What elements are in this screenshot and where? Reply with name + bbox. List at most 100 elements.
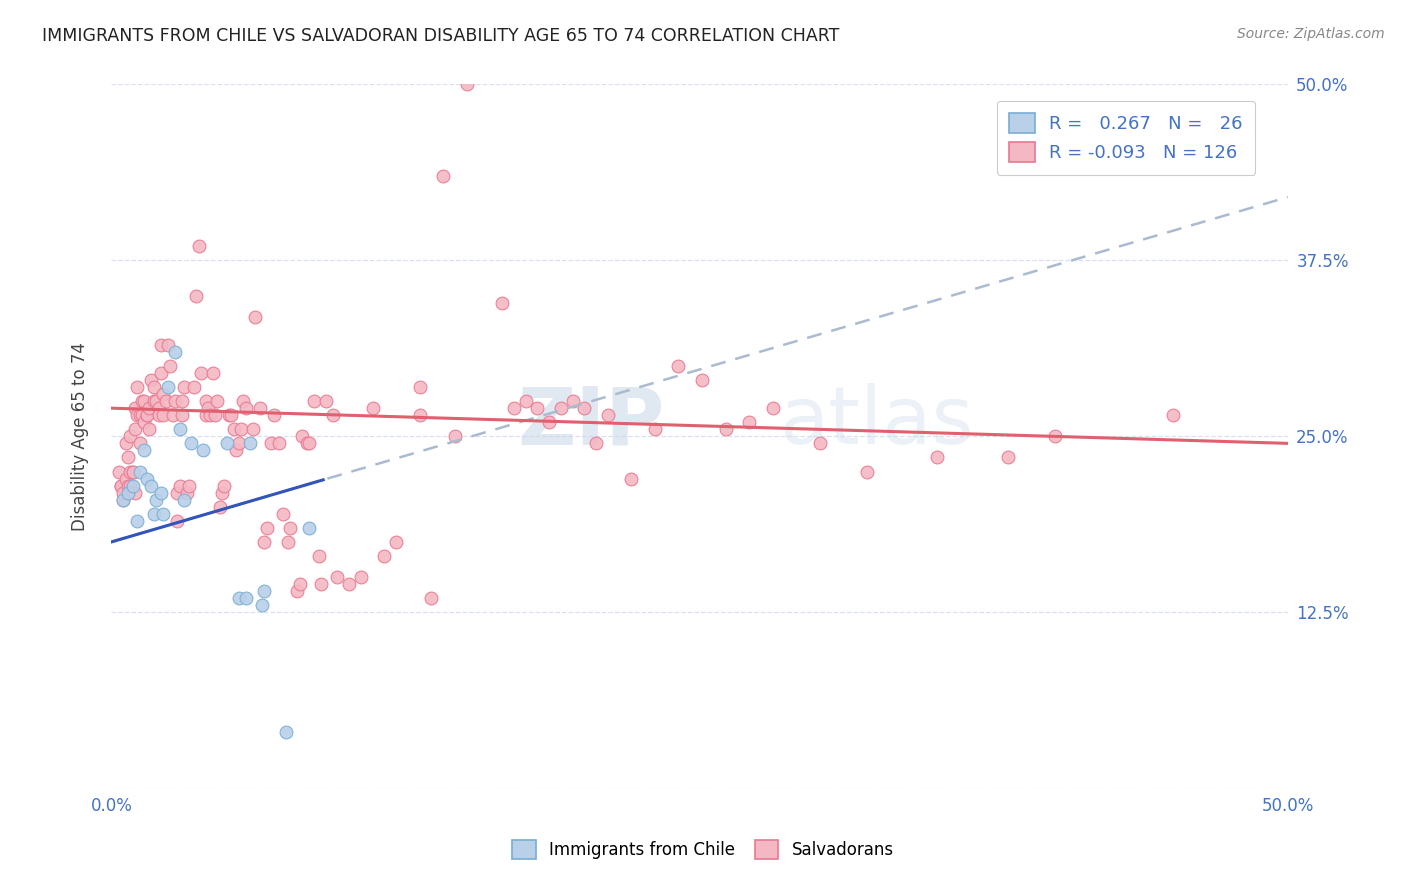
Point <box>145 394 167 409</box>
Point <box>117 478 139 492</box>
Point <box>997 450 1019 465</box>
Point <box>302 394 325 409</box>
Point <box>207 394 229 409</box>
Point <box>148 401 170 416</box>
Point <box>152 387 174 401</box>
Point <box>456 78 478 92</box>
Point <box>361 401 384 416</box>
Point <box>288 577 311 591</box>
Point <box>112 492 135 507</box>
Point <box>128 436 150 450</box>
Point <box>110 478 132 492</box>
Point <box>515 394 537 409</box>
Point <box>260 436 283 450</box>
Text: Source: ZipAtlas.com: Source: ZipAtlas.com <box>1237 27 1385 41</box>
Point <box>166 514 188 528</box>
Point <box>228 436 250 450</box>
Point <box>239 436 262 450</box>
Text: IMMIGRANTS FROM CHILE VS SALVADORAN DISABILITY AGE 65 TO 74 CORRELATION CHART: IMMIGRANTS FROM CHILE VS SALVADORAN DISA… <box>42 27 839 45</box>
Point <box>644 422 666 436</box>
Point <box>243 310 266 324</box>
Point <box>152 408 174 422</box>
Point <box>134 394 156 409</box>
Point <box>180 436 202 450</box>
Point <box>221 408 243 422</box>
Point <box>128 465 150 479</box>
Point <box>668 359 690 373</box>
Point <box>211 485 233 500</box>
Point <box>145 492 167 507</box>
Point <box>491 295 513 310</box>
Point <box>408 380 430 394</box>
Point <box>169 422 191 436</box>
Point <box>596 408 619 422</box>
Point <box>538 415 561 429</box>
Point <box>1043 429 1066 443</box>
Point <box>574 401 596 416</box>
Point <box>142 380 165 394</box>
Point <box>208 500 231 514</box>
Point <box>121 465 143 479</box>
Point <box>190 366 212 380</box>
Point <box>218 408 240 422</box>
Point <box>142 507 165 521</box>
Point <box>173 492 195 507</box>
Point <box>214 478 236 492</box>
Point <box>550 401 572 416</box>
Point <box>112 492 135 507</box>
Point <box>149 338 172 352</box>
Point <box>271 507 294 521</box>
Point <box>194 408 217 422</box>
Point <box>201 366 224 380</box>
Point <box>526 401 548 416</box>
Point <box>120 478 142 492</box>
Point <box>138 401 160 416</box>
Text: atlas: atlas <box>779 384 973 461</box>
Point <box>156 338 179 352</box>
Point <box>228 591 250 606</box>
Point <box>502 401 524 416</box>
Point <box>141 478 163 492</box>
Point <box>444 429 467 443</box>
Point <box>277 535 299 549</box>
Point <box>124 422 146 436</box>
Point <box>134 415 156 429</box>
Point <box>114 436 136 450</box>
Point <box>135 472 157 486</box>
Point <box>200 408 222 422</box>
Point <box>176 485 198 500</box>
Point <box>274 725 297 739</box>
Point <box>250 599 273 613</box>
Point <box>156 380 179 394</box>
Point <box>385 535 408 549</box>
Point <box>187 239 209 253</box>
Point <box>135 408 157 422</box>
Point <box>253 535 276 549</box>
Point <box>249 401 271 416</box>
Point <box>291 429 314 443</box>
Point <box>561 394 583 409</box>
Point <box>138 422 160 436</box>
Point <box>177 478 200 492</box>
Point <box>197 401 219 416</box>
Point <box>295 436 318 450</box>
Point <box>149 366 172 380</box>
Point <box>309 577 332 591</box>
Point <box>110 478 132 492</box>
Point <box>141 373 163 387</box>
Point <box>855 465 877 479</box>
Point <box>229 422 252 436</box>
Point <box>159 359 181 373</box>
Point <box>107 465 129 479</box>
Point <box>432 169 454 183</box>
Point <box>714 422 737 436</box>
Point <box>738 415 761 429</box>
Point <box>242 422 264 436</box>
Point <box>124 401 146 416</box>
Point <box>225 443 247 458</box>
Point <box>194 394 217 409</box>
Point <box>121 465 143 479</box>
Point <box>131 394 153 409</box>
Point <box>235 401 257 416</box>
Point <box>278 521 301 535</box>
